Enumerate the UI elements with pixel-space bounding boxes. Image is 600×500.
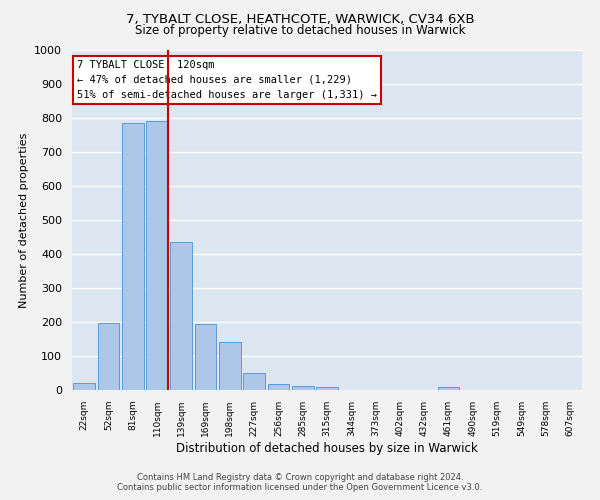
X-axis label: Distribution of detached houses by size in Warwick: Distribution of detached houses by size … <box>176 442 478 454</box>
Bar <box>122 123 143 390</box>
Bar <box>170 242 192 390</box>
Bar <box>73 383 95 390</box>
Text: Contains HM Land Registry data © Crown copyright and database right 2024.
Contai: Contains HM Land Registry data © Crown c… <box>118 473 482 492</box>
Bar <box>243 373 265 390</box>
Y-axis label: Number of detached properties: Number of detached properties <box>19 132 29 308</box>
Bar <box>292 386 314 390</box>
Text: Size of property relative to detached houses in Warwick: Size of property relative to detached ho… <box>135 24 465 37</box>
Bar <box>194 324 217 390</box>
Text: 7 TYBALT CLOSE: 120sqm
← 47% of detached houses are smaller (1,229)
51% of semi-: 7 TYBALT CLOSE: 120sqm ← 47% of detached… <box>77 60 377 100</box>
Text: 7, TYBALT CLOSE, HEATHCOTE, WARWICK, CV34 6XB: 7, TYBALT CLOSE, HEATHCOTE, WARWICK, CV3… <box>125 12 475 26</box>
Bar <box>268 384 289 390</box>
Bar <box>316 386 338 390</box>
Bar <box>97 323 119 390</box>
Bar <box>219 342 241 390</box>
Bar <box>146 122 168 390</box>
Bar <box>437 386 460 390</box>
